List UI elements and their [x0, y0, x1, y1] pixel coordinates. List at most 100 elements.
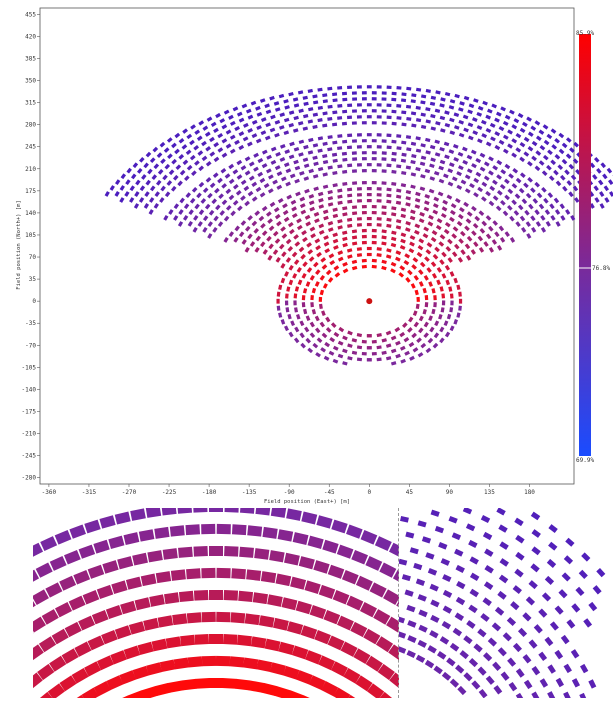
heliostat-mark [507, 188, 514, 195]
heliostat-mark [332, 238, 339, 244]
heliostat-mark [198, 209, 205, 216]
heliostat-mark [395, 225, 402, 230]
heliostat-mark [314, 238, 321, 244]
heliostat-mark [411, 332, 417, 339]
heliostat-mark [431, 230, 438, 236]
heliostat-mark [400, 232, 407, 238]
heliostat-mark [209, 182, 216, 189]
heliostat-mark [519, 127, 526, 134]
heliostat-mark [361, 264, 367, 269]
heliostat-mark [371, 339, 377, 344]
heliostat-mark [255, 186, 262, 193]
heliostat-mark [407, 327, 413, 333]
inset-heliostat-mark [482, 597, 492, 607]
heliostat-mark [274, 107, 281, 112]
y-axis-title: Field position (North+) [m] [16, 200, 22, 289]
heliostat-mark [415, 303, 420, 309]
heliostat-mark [327, 277, 334, 283]
inset-heliostat-mark [565, 537, 575, 547]
heliostat-mark [323, 241, 330, 247]
heliostat-mark [471, 163, 477, 169]
heliostat-mark [502, 120, 509, 126]
inset-outer-edge-svg [399, 508, 606, 698]
heliostat-mark [396, 104, 402, 108]
heliostat-mark [229, 120, 236, 126]
inset-heliostat-mark [449, 642, 460, 652]
heliostat-mark [499, 237, 506, 243]
heliostat-mark [302, 95, 308, 100]
heliostat-mark [280, 263, 286, 269]
heliostat-mark [305, 281, 311, 287]
heliostat-mark [437, 191, 444, 197]
heliostat-mark [395, 256, 401, 262]
inset-heliostat-mark [262, 526, 278, 539]
inset-heliostat-mark [108, 535, 125, 549]
heliostat-mark [304, 214, 311, 220]
heliostat-mark [371, 139, 377, 143]
heliostat-mark [570, 215, 576, 221]
heliostat-mark [526, 233, 532, 239]
heliostat-mark [272, 179, 278, 185]
inset-heliostat-mark [417, 594, 427, 602]
inset-heliostat-mark [353, 648, 371, 665]
heliostat-mark [424, 302, 429, 308]
y-tick-label: 210 [25, 166, 36, 173]
heliostat-mark [109, 185, 115, 191]
heliostat-mark [494, 144, 501, 151]
heliostat-mark [251, 196, 258, 202]
heliostat-mark [361, 151, 367, 155]
heliostat-mark [391, 97, 397, 102]
inset-heliostat-mark [442, 574, 452, 582]
inset-heliostat-mark [242, 657, 259, 670]
heliostat-mark [282, 209, 289, 216]
inset-heliostat-mark [304, 580, 321, 595]
heliostat-mark [325, 269, 332, 276]
heliostat-mark [285, 181, 291, 187]
inset-heliostat-mark [343, 667, 361, 684]
inset-heliostat-mark [309, 605, 327, 620]
heliostat-mark [215, 112, 221, 119]
heliostat-mark [434, 320, 440, 327]
heliostat-mark [234, 225, 240, 232]
heliostat-mark [283, 162, 290, 168]
inset-heliostat-mark [81, 687, 99, 698]
heliostat-mark [464, 174, 471, 180]
heliostat-mark [381, 235, 387, 240]
inset-heliostat-mark [538, 608, 548, 618]
heliostat-mark [202, 215, 209, 222]
heliostat-mark [546, 133, 553, 140]
heliostat-mark [299, 203, 306, 209]
heliostat-mark [425, 249, 432, 255]
heliostat-mark [430, 236, 437, 243]
heliostat-mark [241, 239, 247, 245]
heliostat-mark [342, 242, 348, 248]
heliostat-mark [266, 235, 272, 242]
inset-heliostat-mark [554, 649, 564, 660]
heliostat-mark [485, 114, 492, 120]
heliostat-mark [513, 118, 520, 124]
heliostat-mark [419, 186, 426, 192]
heliostat-mark [361, 109, 367, 113]
heliostat-mark [196, 192, 202, 199]
heliostat-mark [236, 111, 243, 117]
heliostat-mark [204, 131, 211, 137]
inset-heliostat-mark [37, 663, 55, 681]
inset-heliostat-mark [283, 665, 300, 680]
inset-heliostat-mark [502, 632, 512, 642]
heliostat-mark [376, 217, 382, 221]
heliostat-mark [456, 312, 461, 318]
inset-heliostat-mark [549, 621, 559, 631]
inset-heliostat-mark [187, 656, 203, 668]
heliostat-mark [274, 238, 281, 244]
heliostat-mark [386, 223, 392, 228]
heliostat-mark [332, 110, 338, 115]
heliostat-mark [322, 93, 328, 98]
heliostat-mark [327, 220, 334, 226]
heliostat-mark [449, 307, 454, 313]
heliostat-mark [267, 218, 273, 224]
heliostat-mark [419, 211, 425, 217]
heliostat-mark [562, 185, 568, 192]
inset-heliostat-mark [230, 612, 246, 624]
heliostat-mark [478, 247, 485, 253]
heliostat-mark [438, 314, 443, 320]
